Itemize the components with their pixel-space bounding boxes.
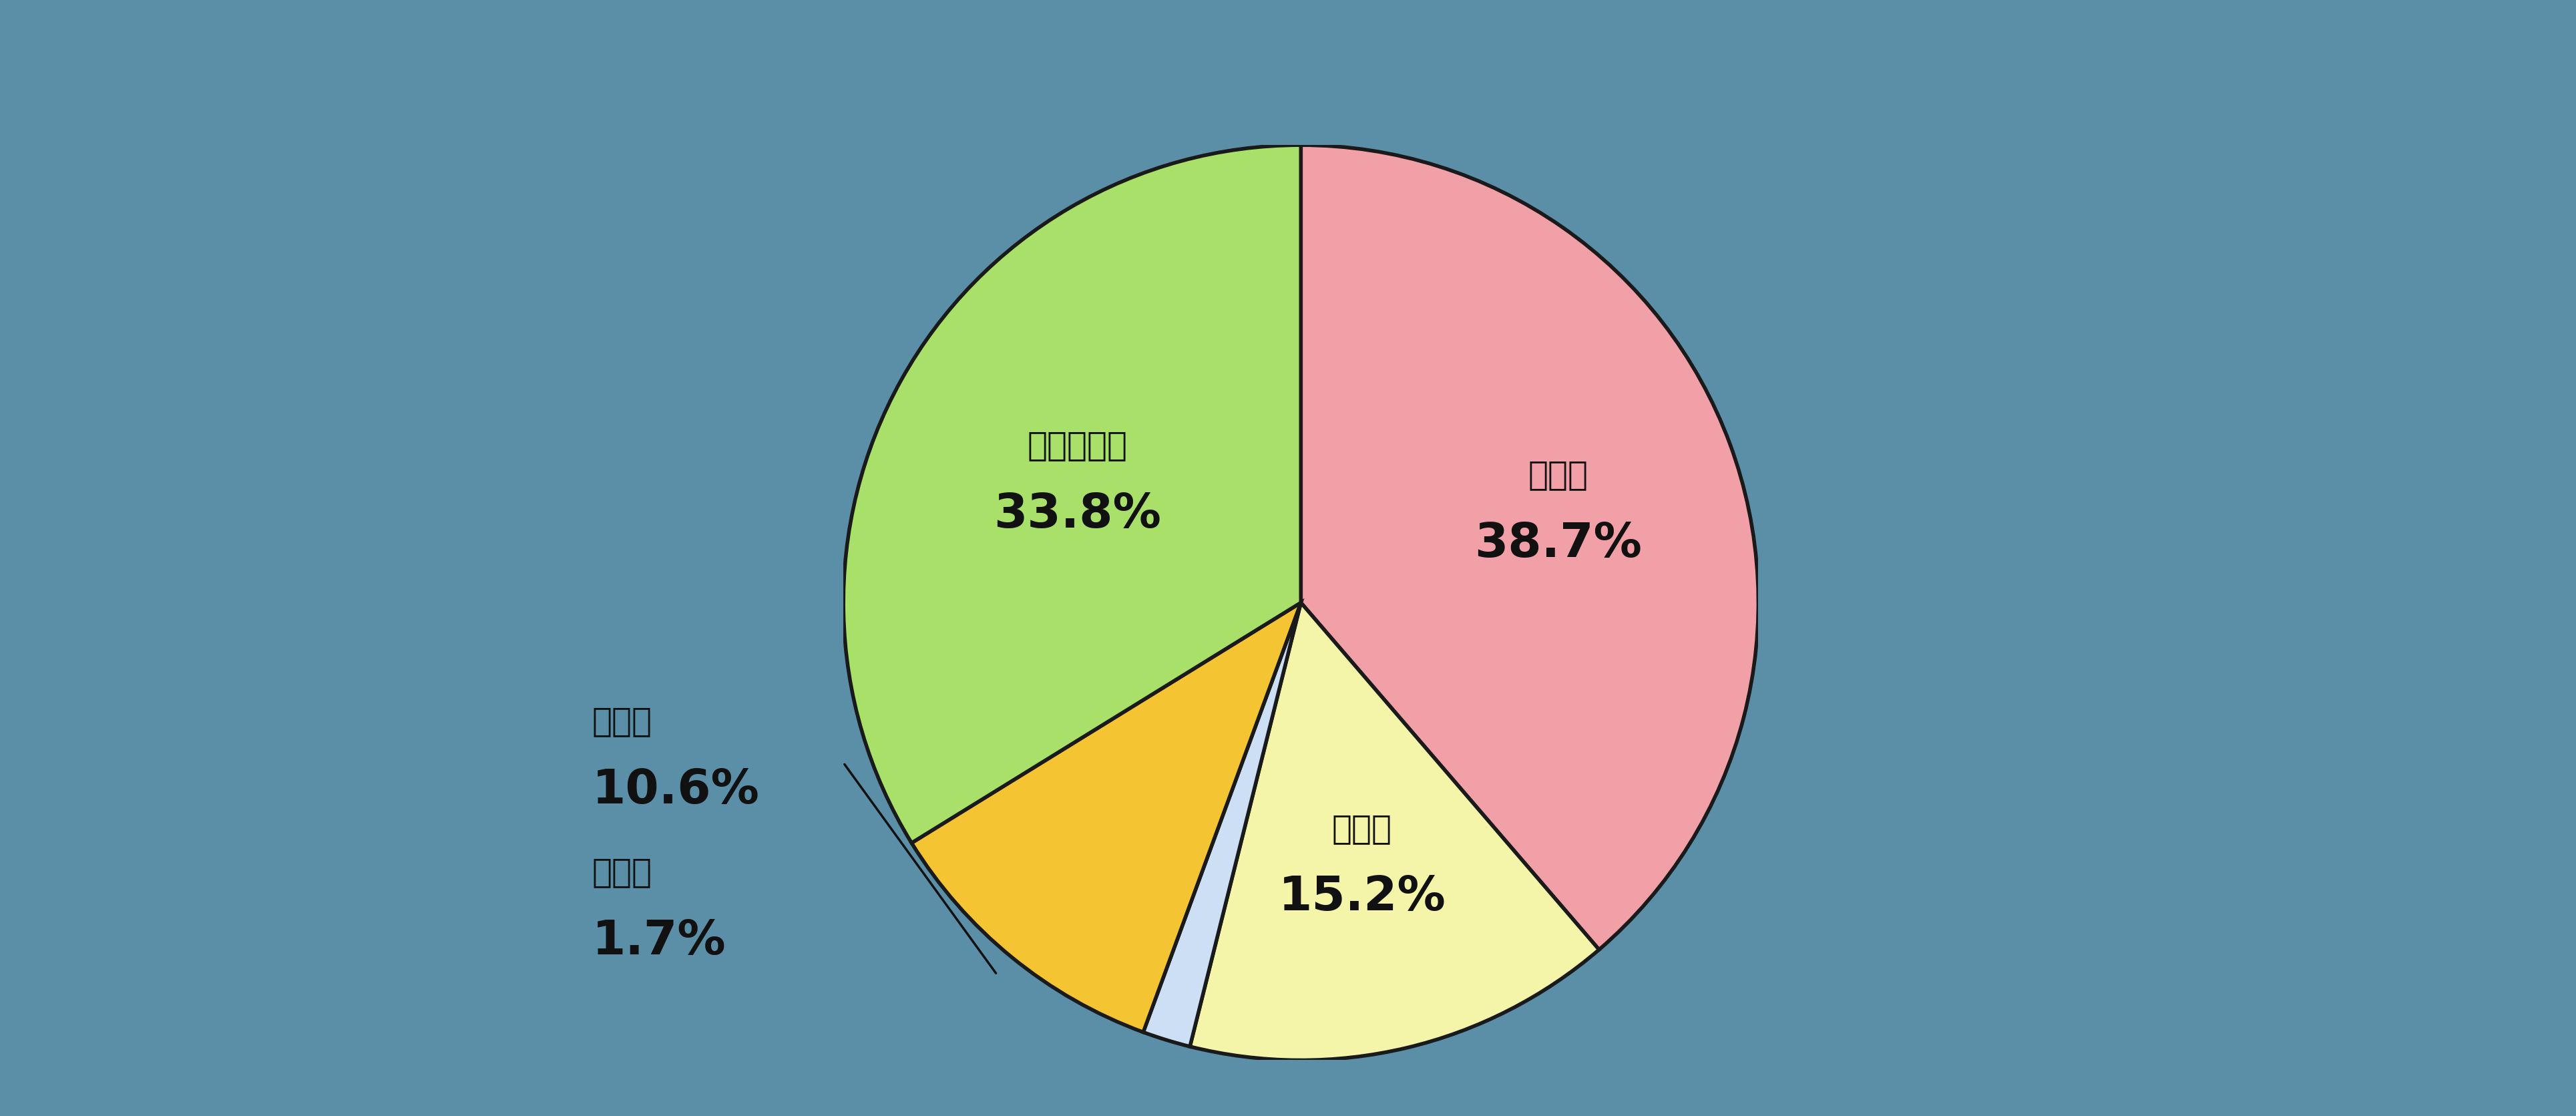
Text: 33.8%: 33.8% xyxy=(994,491,1162,538)
Wedge shape xyxy=(1144,603,1301,1047)
Text: 暑房用: 暑房用 xyxy=(1332,812,1391,845)
Text: 冷房用: 冷房用 xyxy=(592,857,652,888)
Wedge shape xyxy=(912,603,1301,1032)
Wedge shape xyxy=(842,145,1301,843)
Text: 1.7%: 1.7% xyxy=(592,918,726,964)
Text: 幨房用: 幨房用 xyxy=(592,705,652,738)
Text: 15.2%: 15.2% xyxy=(1278,875,1445,921)
Text: 38.7%: 38.7% xyxy=(1473,521,1641,567)
Text: 給湯用: 給湯用 xyxy=(1528,459,1589,491)
Text: その他動力: その他動力 xyxy=(1028,430,1128,462)
Wedge shape xyxy=(1301,145,1759,950)
Text: 10.6%: 10.6% xyxy=(592,767,760,814)
Wedge shape xyxy=(1190,603,1600,1060)
